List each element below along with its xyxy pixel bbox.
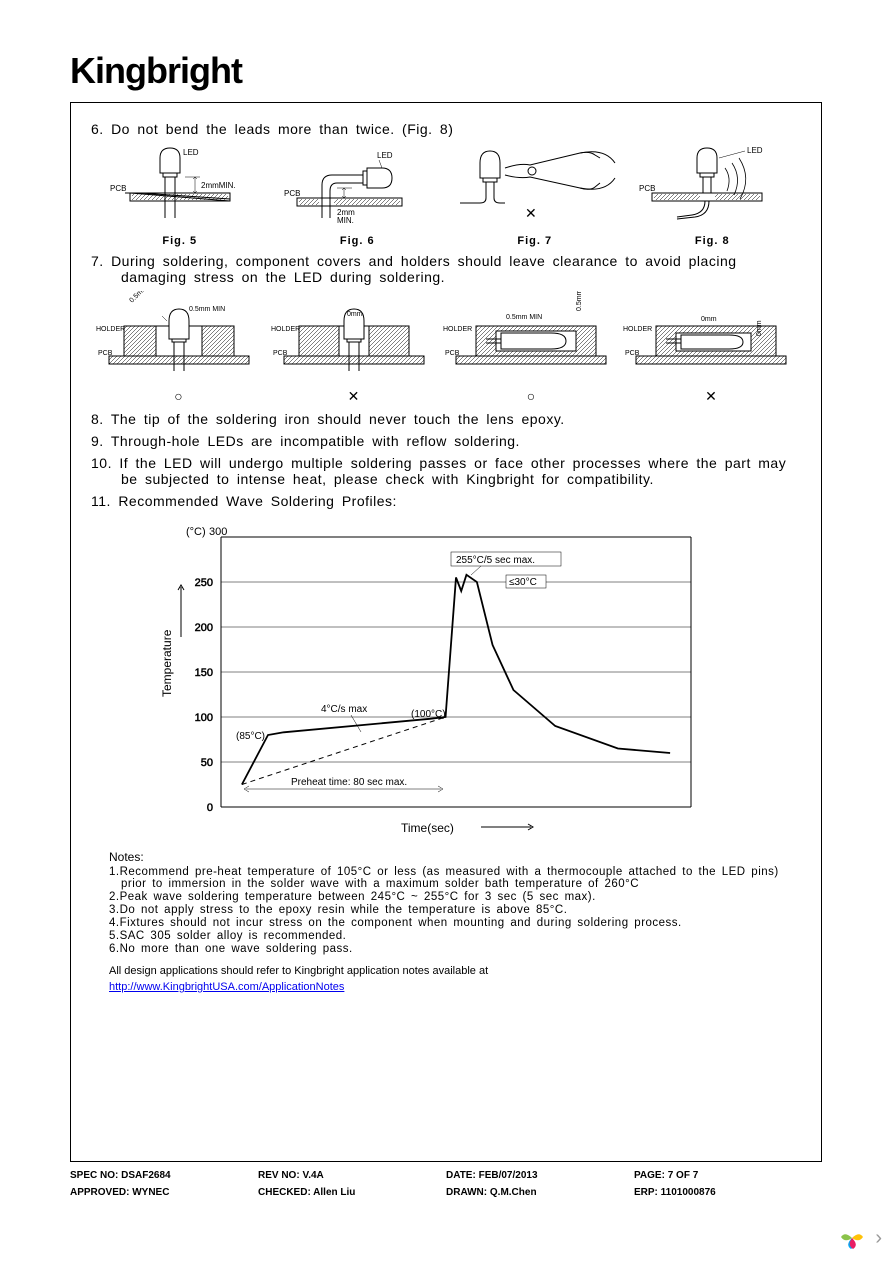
fig5-led-label: LED xyxy=(183,148,199,157)
note-6: 6.No more than one wave soldering pass. xyxy=(121,943,801,955)
footer-date: DATE: FEB/07/2013 xyxy=(446,1170,634,1181)
fig-8: LED PCB Fig. 8 xyxy=(624,143,802,247)
chart-y-unit: (°C) xyxy=(186,526,206,538)
corner-widget[interactable]: › xyxy=(837,1223,882,1253)
holder-c-pcb-label: PCB xyxy=(445,350,460,357)
holder-d-pcb-label: PCB xyxy=(625,350,640,357)
footer-rev: REV NO: V.4A xyxy=(258,1170,446,1181)
holder-b-holder-label: HOLDER xyxy=(271,326,300,333)
instruction-6: 6. Do not bend the leads more than twice… xyxy=(91,121,801,137)
note-1: 1.Recommend pre-heat temperature of 105°… xyxy=(121,866,801,890)
svg-text:0.5mm MIN: 0.5mm MIN xyxy=(128,291,159,304)
instruction-7: 7. During soldering, component covers an… xyxy=(91,253,801,285)
fig6-caption: Fig. 6 xyxy=(269,235,447,247)
svg-text:0: 0 xyxy=(207,802,213,814)
holder-b-pcb-label: PCB xyxy=(273,350,288,357)
chevron-right-icon[interactable]: › xyxy=(875,1227,882,1250)
holder-b-mark: ✕ xyxy=(266,388,441,405)
holder-d-mark: ✕ xyxy=(621,388,801,405)
footer-erp: ERP: 1101000876 xyxy=(634,1187,822,1198)
fig5-caption: Fig. 5 xyxy=(91,235,269,247)
brand-logo: Kingbright xyxy=(70,50,822,92)
holder-a-pcb-label: PCB xyxy=(98,350,113,357)
fig8-pcb-label: PCB xyxy=(639,184,655,193)
svg-text:0.5mm MIN: 0.5mm MIN xyxy=(576,291,583,311)
svg-text:0.5mm MIN: 0.5mm MIN xyxy=(506,314,542,321)
svg-text:100: 100 xyxy=(195,712,213,724)
footer-block: SPEC NO: DSAF2684 REV NO: V.4A DATE: FEB… xyxy=(70,1170,822,1198)
holder-diag-b: HOLDER PCB 0mm ✕ xyxy=(266,291,441,405)
app-note-text: All design applications should refer to … xyxy=(109,965,801,977)
footer-page: PAGE: 7 OF 7 xyxy=(634,1170,822,1181)
chart-preheat-label: Preheat time: 80 sec max. xyxy=(291,777,407,788)
svg-text:50: 50 xyxy=(201,757,213,769)
solder-profile-chart: 0 50 100 150 200 250 (°C) 300 Temperature Tim… xyxy=(151,517,801,842)
footer-approved: APPROVED: WYNEC xyxy=(70,1187,258,1198)
notes-heading: Notes: xyxy=(109,850,801,864)
note-5: 5.SAC 305 solder alloy is recommended. xyxy=(121,930,801,942)
app-note-link[interactable]: http://www.KingbrightUSA.com/Application… xyxy=(109,981,344,993)
fig5-dim: 2mmMIN. xyxy=(201,181,236,190)
svg-text:0mm: 0mm xyxy=(347,311,363,318)
footer-spec: SPEC NO: DSAF2684 xyxy=(70,1170,258,1181)
svg-text:250: 250 xyxy=(195,577,213,589)
chart-delta-label: ≤30°C xyxy=(509,577,537,588)
fig-5: LED PCB 2mmMIN. Fig. 5 xyxy=(91,143,269,247)
fig7-caption: Fig. 7 xyxy=(446,235,624,247)
fig6-pcb-label: PCB xyxy=(284,189,300,198)
holder-diag-c: HOLDER PCB 0.5mm MIN 0.5mm MIN ○ xyxy=(441,291,621,405)
instruction-8: 8. The tip of the soldering iron should … xyxy=(91,411,801,427)
holder-c-holder-label: HOLDER xyxy=(443,326,472,333)
chart-y-label: Temperature xyxy=(160,629,174,697)
fig-7: ✕ Fig. 7 xyxy=(446,143,624,247)
svg-text:150: 150 xyxy=(195,667,213,679)
holder-c-mark: ○ xyxy=(441,388,621,404)
fig8-led-label: LED xyxy=(747,146,763,155)
fig6-led-label: LED xyxy=(377,151,393,160)
fig7-mark: ✕ xyxy=(525,205,537,221)
chart-peak-label: 255°C/5 sec max. xyxy=(456,555,535,566)
holder-a-mark: ○ xyxy=(91,388,266,404)
svg-text:0mm: 0mm xyxy=(756,320,763,336)
chart-ramp-label: 4°C/s max xyxy=(321,704,367,715)
instruction-11: 11. Recommended Wave Soldering Profiles: xyxy=(91,493,801,509)
holder-diag-d: HOLDER PCB 0mm 0mm ✕ xyxy=(621,291,801,405)
figure-row-2: HOLDER PCB 0.5mm MIN 0.5mm MIN ○ xyxy=(91,291,801,405)
holder-a-holder-label: HOLDER xyxy=(96,326,125,333)
chart-x-label: Time(sec) xyxy=(401,821,454,835)
svg-text:MIN.: MIN. xyxy=(337,216,354,225)
fig8-caption: Fig. 8 xyxy=(624,235,802,247)
note-3: 3.Do not apply stress to the epoxy resin… xyxy=(121,904,801,916)
content-frame: 6. Do not bend the leads more than twice… xyxy=(70,102,822,1162)
chart-y-max: 300 xyxy=(209,526,227,538)
holder-diag-a: HOLDER PCB 0.5mm MIN 0.5mm MIN ○ xyxy=(91,291,266,405)
fig5-pcb-label: PCB xyxy=(110,184,126,193)
flower-icon xyxy=(837,1223,867,1253)
note-2: 2.Peak wave soldering temperature betwee… xyxy=(121,891,801,903)
footer-drawn: DRAWN: Q.M.Chen xyxy=(446,1187,634,1198)
chart-t85-label: (85°C) xyxy=(236,731,265,742)
note-4: 4.Fixtures should not incur stress on th… xyxy=(121,917,801,929)
svg-text:0.5mm MIN: 0.5mm MIN xyxy=(189,306,225,313)
figure-row-1: LED PCB 2mmMIN. Fig. 5 xyxy=(91,143,801,247)
footer-checked: CHECKED: Allen Liu xyxy=(258,1187,446,1198)
instruction-10: 10. If the LED will undergo multiple sol… xyxy=(91,455,801,487)
instruction-9: 9. Through-hole LEDs are incompatible wi… xyxy=(91,433,801,449)
svg-text:200: 200 xyxy=(195,622,213,634)
fig-6: LED PCB 2mm MIN. Fig. 6 xyxy=(269,143,447,247)
holder-d-holder-label: HOLDER xyxy=(623,326,652,333)
svg-text:0mm: 0mm xyxy=(701,316,717,323)
chart-t100-label: (100°C) xyxy=(411,709,446,720)
